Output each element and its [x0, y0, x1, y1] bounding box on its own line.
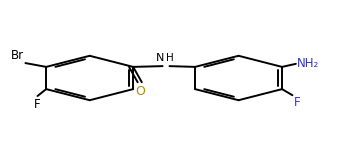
Text: F: F: [34, 98, 41, 111]
Text: O: O: [135, 85, 145, 98]
Text: F: F: [294, 96, 300, 110]
Text: N: N: [156, 53, 164, 63]
Text: NH₂: NH₂: [297, 57, 319, 70]
Text: H: H: [166, 53, 174, 63]
Text: Br: Br: [10, 49, 24, 61]
